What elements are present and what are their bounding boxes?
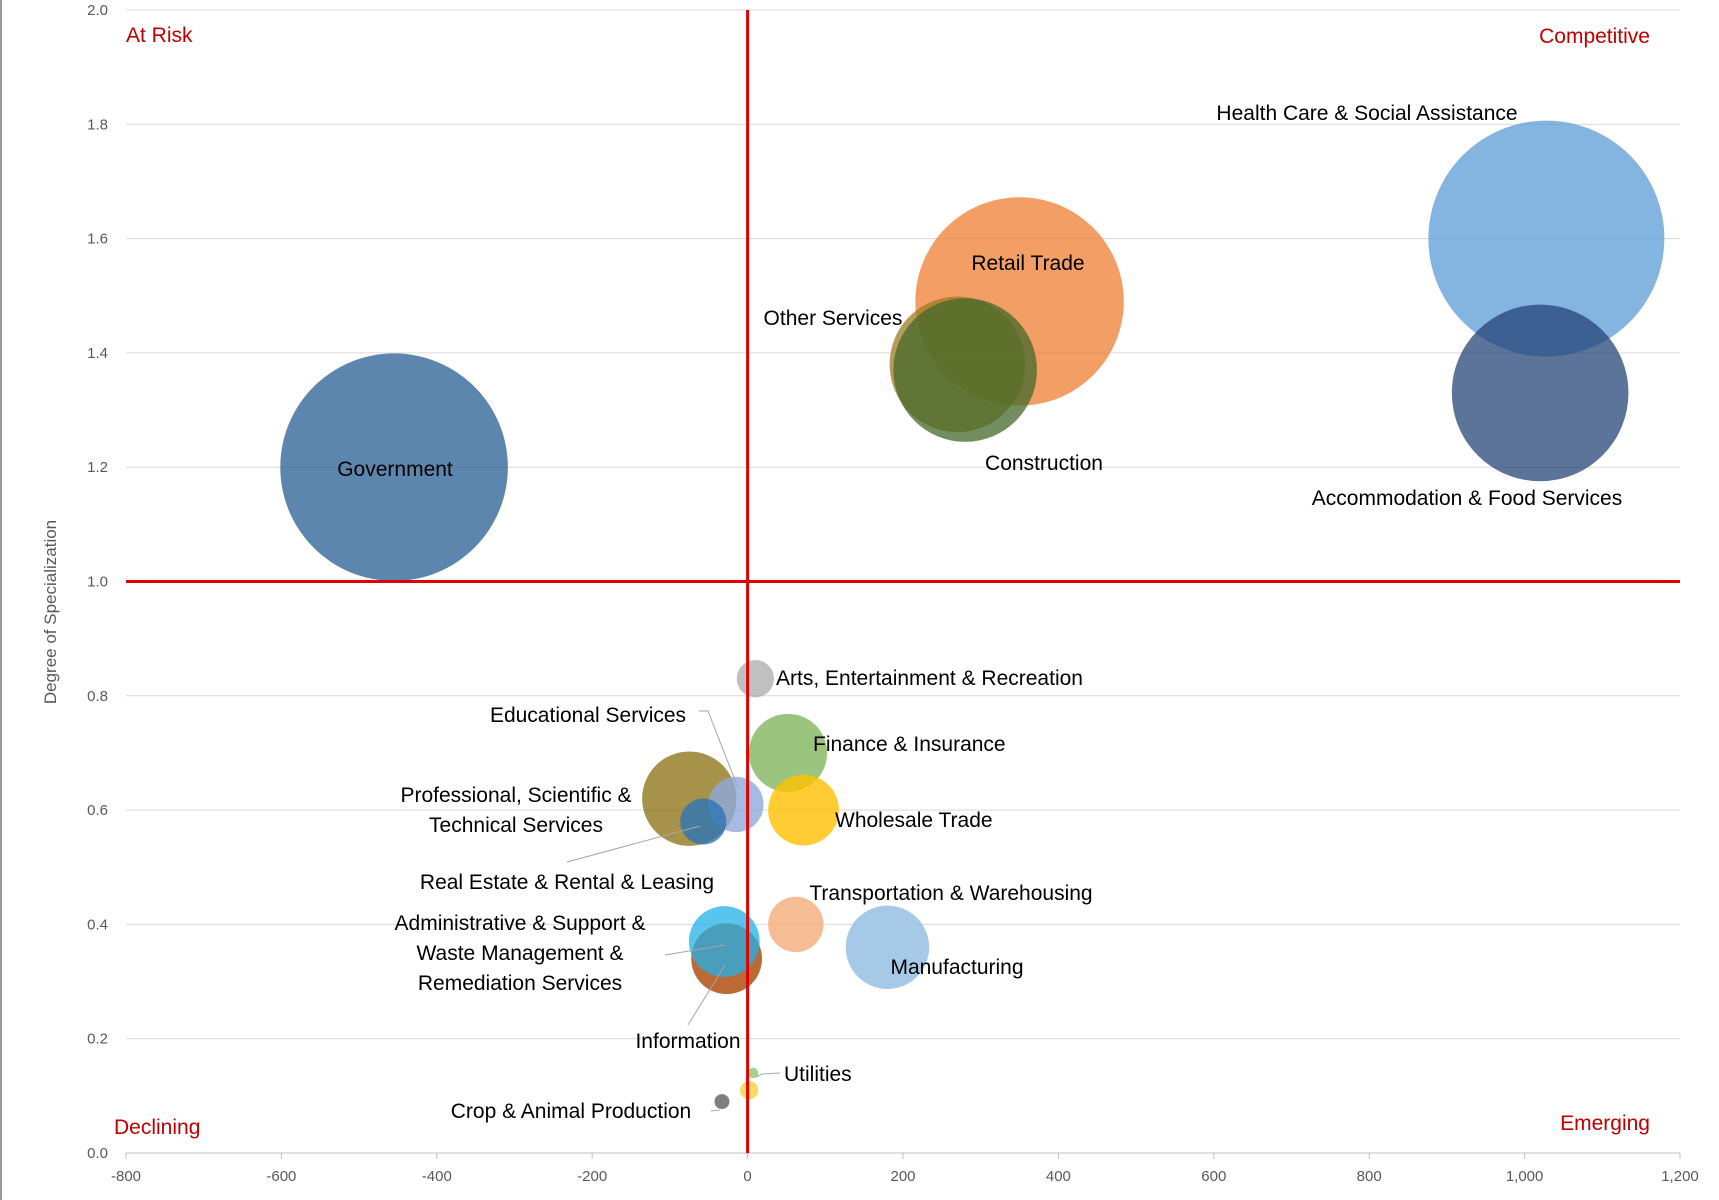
y-tick-label: 0.6 xyxy=(87,802,108,819)
label-information: Information xyxy=(635,1030,740,1053)
bubble-government xyxy=(280,353,508,581)
y-tick-label: 1.0 xyxy=(87,574,108,591)
reference-lines xyxy=(126,10,1680,1153)
y-tick-label: 0.2 xyxy=(87,1031,108,1048)
axis-ticks: 0.0 0.2 0.4 0.6 0.8 1.0 1.2 1.4 1.6 1.8 2.0 -800 -60… xyxy=(87,2,1699,1185)
window-left-edge xyxy=(0,0,2,1200)
quadrant-label-declining: Declining xyxy=(114,1116,200,1139)
x-tick-label: 400 xyxy=(1046,1168,1071,1185)
bubble-unlabeled xyxy=(740,1080,759,1100)
bubble-labels: Health Care & Social Assistance Accommoda… xyxy=(337,102,1622,1123)
bubble-accommodation-food-services xyxy=(1451,304,1629,482)
bubble-utilities xyxy=(747,1067,759,1079)
bubble-crop-animal-production xyxy=(714,1094,730,1110)
bubble-wholesale-trade xyxy=(768,774,839,846)
y-axis-title: Degree of Specialization xyxy=(41,520,60,704)
bubble-administrative-support-waste-management-remediation-services xyxy=(688,906,760,977)
y-tick-label: 2.0 xyxy=(87,2,108,19)
bubble-construction xyxy=(893,298,1037,442)
label-health-care-social-assistance: Health Care & Social Assistance xyxy=(1216,102,1517,125)
quadrant-label-competitive: Competitive xyxy=(1539,25,1650,48)
y-tick-label: 0.4 xyxy=(87,916,108,933)
label-other-services: Other Services xyxy=(764,307,903,330)
y-tick-label: 1.8 xyxy=(87,116,108,133)
label-transportation-warehousing: Transportation & Warehousing xyxy=(809,882,1092,905)
x-tick-label: 800 xyxy=(1357,1168,1382,1185)
x-tick-label: -600 xyxy=(266,1168,296,1185)
bubble-real-estate-rental-leasing xyxy=(680,798,727,845)
x-tick-label: 0 xyxy=(743,1168,751,1185)
label-accommodation-food-services: Accommodation & Food Services xyxy=(1312,487,1622,510)
bubble-health-care-social-assistance xyxy=(1428,120,1665,357)
bubble-manufacturing xyxy=(845,905,930,989)
label-professional-scientific-technical-services: Professional, Scientific & Technical Serv… xyxy=(400,784,631,837)
label-real-estate-rental-leasing: Real Estate & Rental & Leasing xyxy=(420,871,714,894)
x-tick-label: 600 xyxy=(1201,1168,1226,1185)
label-utilities: Utilities xyxy=(784,1063,852,1086)
y-tick-label: 1.6 xyxy=(87,231,108,248)
leader-lines xyxy=(566,710,781,1112)
label-crop-animal-production: Crop & Animal Production xyxy=(451,1100,691,1123)
label-retail-trade: Retail Trade xyxy=(971,252,1084,275)
x-tick-label: 1,000 xyxy=(1506,1168,1544,1185)
quadrant-label-emerging: Emerging xyxy=(1560,1112,1650,1135)
x-tick-label: -400 xyxy=(422,1168,452,1185)
quadrant-label-at-risk: At Risk xyxy=(126,24,193,47)
leader-educational-services xyxy=(699,710,739,789)
label-construction: Construction xyxy=(985,452,1103,475)
x-tick-label: 1,200 xyxy=(1661,1168,1699,1185)
label-finance-insurance: Finance & Insurance xyxy=(813,733,1006,756)
y-tick-label: 0.8 xyxy=(87,688,108,705)
label-manufacturing: Manufacturing xyxy=(890,956,1023,979)
label-arts-entertainment-recreation: Arts, Entertainment & Recreation xyxy=(776,667,1083,690)
leader-real-estate-rental-leasing xyxy=(566,825,701,863)
x-tick-label: 200 xyxy=(890,1168,915,1185)
y-tick-label: 1.2 xyxy=(87,459,108,476)
label-government: Government xyxy=(337,458,453,481)
leader-information xyxy=(687,964,726,1026)
y-tick-label: 1.4 xyxy=(87,345,108,362)
bubble-arts-entertainment-recreation xyxy=(736,659,775,698)
label-educational-services: Educational Services xyxy=(490,704,686,727)
leader-utilities xyxy=(755,1072,781,1078)
bubbles xyxy=(280,120,1665,1110)
x-tick-label: -800 xyxy=(111,1168,141,1185)
leader-administrative-support-waste-management-remediation-services xyxy=(664,944,726,956)
label-administrative-support-waste-management-remediation-services: Administrative & Support & Waste Manageme… xyxy=(395,912,646,995)
bubble-transportation-warehousing xyxy=(768,896,824,953)
x-tick-label: -200 xyxy=(577,1168,607,1185)
y-tick-label: 0.0 xyxy=(87,1145,108,1162)
bubble-finance-insurance xyxy=(748,713,828,793)
label-wholesale-trade: Wholesale Trade xyxy=(835,809,993,832)
leader-crop-animal-production xyxy=(710,1109,721,1112)
